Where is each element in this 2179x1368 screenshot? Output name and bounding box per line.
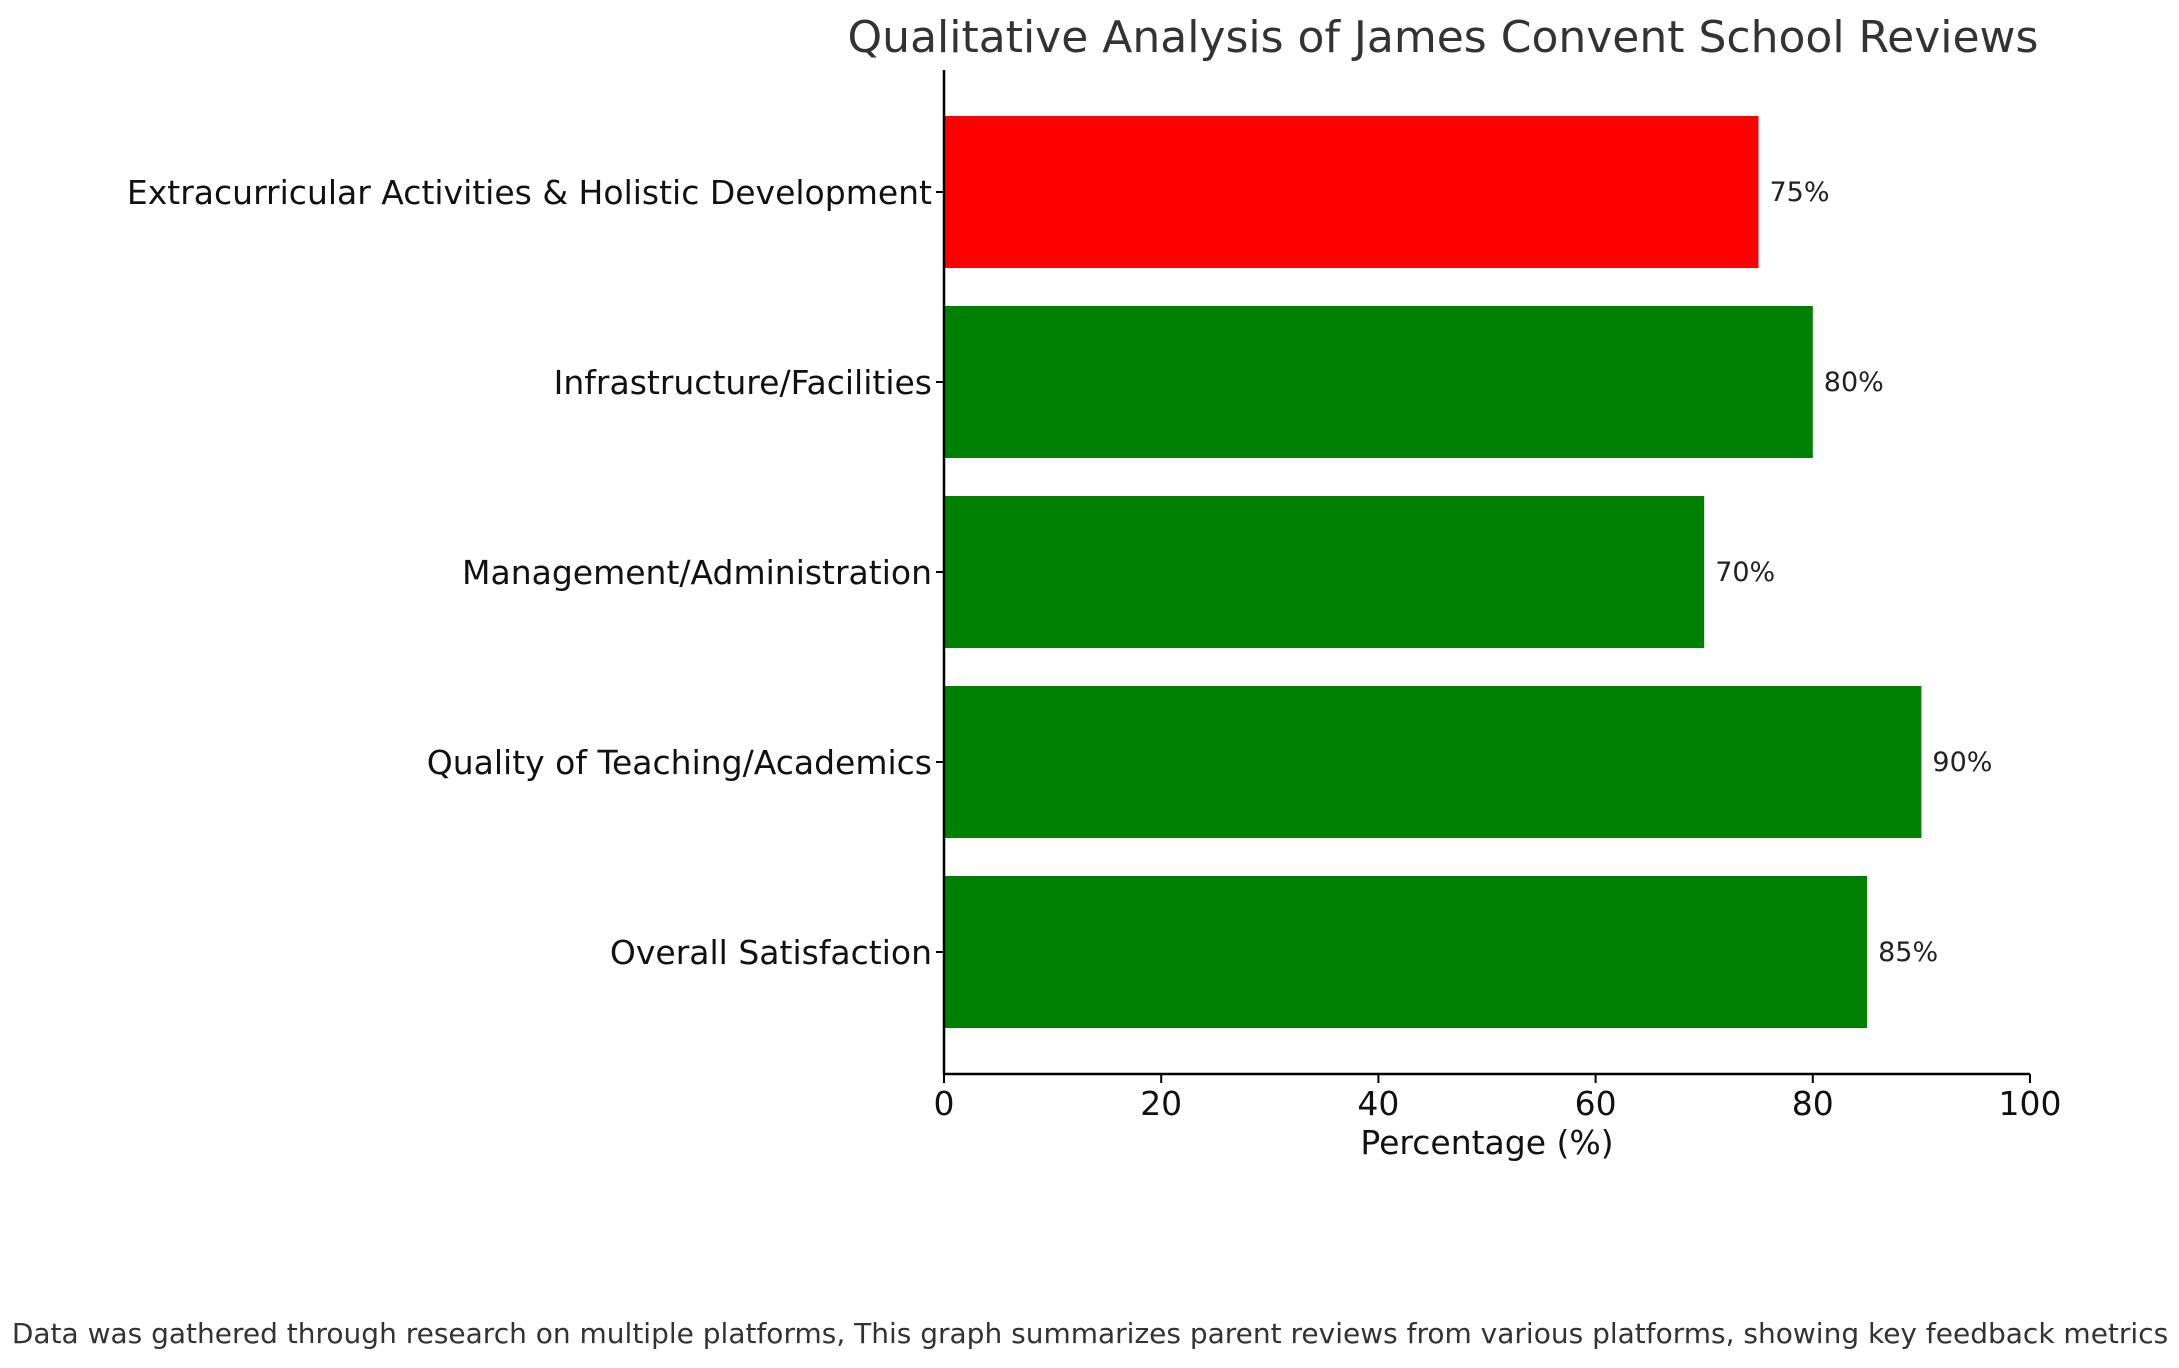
x-axis-label: Percentage (%) (1360, 1123, 1613, 1162)
bar-1 (944, 686, 1922, 838)
bar-2 (944, 496, 1705, 648)
footnote: Data was gathered through research on mu… (12, 1317, 2168, 1350)
x-tick-label-5: 100 (1999, 1084, 2062, 1123)
bar-0 (944, 876, 1868, 1028)
category-label-0: Overall Satisfaction (610, 933, 932, 972)
data-labels-group: 85% 90% 70% 80% 75% (1715, 177, 1992, 968)
bars-group (936, 116, 1922, 1028)
x-tick-label-2: 40 (1357, 1084, 1399, 1123)
category-label-4: Extracurricular Activities & Holistic De… (127, 173, 932, 212)
x-tick-label-3: 60 (1575, 1084, 1617, 1123)
bar-3 (944, 306, 1813, 458)
data-label-3: 80% (1824, 367, 1884, 398)
data-label-2: 70% (1715, 557, 1775, 588)
category-label-1: Quality of Teaching/Academics (427, 743, 932, 782)
category-label-2: Management/Administration (462, 553, 932, 592)
x-ticks-group: 0 20 40 60 80 100 (934, 1074, 2062, 1123)
bar-4 (944, 116, 1759, 268)
data-label-4: 75% (1770, 177, 1830, 208)
category-label-3: Infrastructure/Facilities (554, 363, 932, 402)
x-tick-label-4: 80 (1792, 1084, 1834, 1123)
x-tick-label-0: 0 (934, 1084, 955, 1123)
category-labels-group: Overall Satisfaction Quality of Teaching/… (127, 173, 932, 972)
data-label-0: 85% (1878, 937, 1938, 968)
data-label-1: 90% (1932, 747, 1992, 778)
x-tick-label-1: 20 (1140, 1084, 1182, 1123)
chart-title: Qualitative Analysis of James Convent Sc… (848, 12, 2039, 63)
